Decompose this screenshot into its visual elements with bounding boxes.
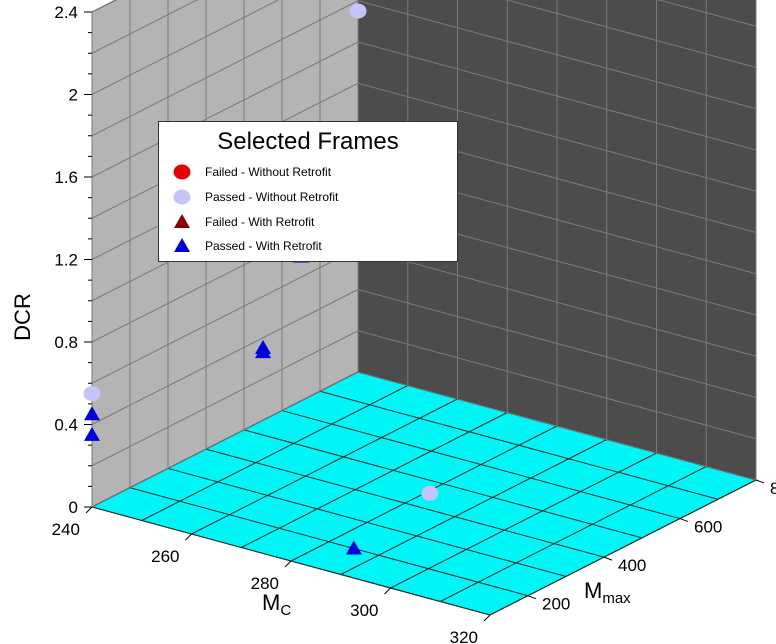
z-tick-label: 0.4: [54, 416, 78, 435]
y-tick: [527, 595, 537, 600]
x-tick: [185, 533, 192, 541]
y-tick-label: 200: [542, 595, 570, 614]
legend-marker-svg-2: [174, 214, 190, 228]
z-tick-label: 2.4: [54, 3, 78, 22]
left-wall-grid-line-z: [91, 41, 359, 178]
legend-item-1: Passed - Without Retrofit: [169, 187, 338, 207]
back-wall-grid-line-z: [357, 330, 757, 440]
legend-marker-svg-0: [173, 164, 191, 180]
back-wall-grid-line-z: [357, 0, 757, 110]
data-point-s3-p6: [255, 344, 271, 359]
legend-item-0: Failed - Without Retrofit: [169, 162, 331, 182]
floor-grid-line-y: [129, 487, 529, 597]
z-tick-label: 0.8: [54, 333, 78, 352]
left-wall-grid-line-z: [91, 0, 280, 95]
data-point-s1-p1: [349, 3, 367, 19]
y-tick-label: 800: [770, 479, 776, 498]
legend-label-1: Passed - Without Retrofit: [205, 190, 339, 204]
legend-marker-shape-3: [174, 238, 190, 252]
legend-item-3: Passed - With Retrofit: [169, 236, 322, 256]
floor-grid-line-x: [241, 412, 508, 548]
legend-marker-svg-3: [174, 238, 190, 252]
x-tick: [483, 614, 491, 622]
y-tick-label: 600: [694, 518, 722, 537]
legend-label-3: Passed - With Retrofit: [205, 239, 322, 253]
x-tick-label: 240: [52, 520, 80, 539]
x-tick: [284, 560, 292, 568]
floor-grid-line-x: [390, 452, 657, 589]
back-wall-grid-line-z: [357, 41, 757, 151]
back-wall-grid-line-z: [505, 0, 757, 68]
y-tick: [679, 518, 689, 523]
z-tick-label: 0: [69, 498, 78, 517]
left-wall-grid-line-z: [91, 330, 359, 467]
floor-grid-line-x: [489, 479, 757, 616]
x-tick: [85, 506, 93, 514]
back-wall-grid-line-z: [357, 371, 757, 481]
left-wall-grid-line-z: [91, 289, 359, 425]
legend: Selected Frames Failed - Without Retrofi…: [158, 121, 458, 262]
floor-grid-line-x: [340, 439, 607, 575]
z-tick-label: 2: [69, 86, 78, 105]
floor-grid-line-y: [319, 390, 719, 500]
x-tick: [384, 587, 391, 595]
floor-grid-line-y: [281, 410, 681, 520]
floor-grid-line-x: [141, 385, 408, 521]
x-tick-label: 260: [151, 547, 179, 566]
back-wall-grid-line-z: [357, 247, 757, 357]
legend-marker-0: [169, 162, 195, 182]
legend-label-2: Failed - With Retrofit: [205, 215, 315, 229]
legend-marker-2: [169, 212, 195, 232]
y-tick-label: 400: [618, 556, 646, 575]
back-wall-grid-line-z: [657, 0, 757, 27]
back-wall-grid-line-z: [357, 289, 757, 398]
floor-grid-line-x: [191, 398, 458, 535]
x-tick-label: 300: [350, 601, 378, 620]
x-tick-label: 320: [450, 628, 478, 644]
y-axis-title: Mmax: [584, 578, 631, 607]
x-axis-title: MC: [262, 590, 291, 619]
x-tick-label: 280: [251, 574, 279, 593]
legend-marker-shape-0: [173, 164, 191, 180]
data-point-s3-p7: [345, 540, 362, 555]
legend-item-2: Failed - With Retrofit: [169, 212, 314, 232]
floor-grid-line-y: [243, 429, 643, 539]
z-tick-label: 1.6: [54, 168, 78, 187]
floor-grid-line-x: [440, 466, 707, 602]
legend-title: Selected Frames: [217, 128, 399, 155]
legend-marker-1: [169, 187, 195, 207]
data-point-s1-p4: [83, 386, 101, 402]
left-wall-grid-line-z: [91, 247, 359, 384]
legend-marker-shape-2: [174, 214, 190, 228]
floor-grid-line-y: [205, 448, 605, 558]
legend-marker-svg-1: [173, 189, 191, 205]
data-point-s1-p5: [421, 485, 439, 501]
y-tick: [755, 479, 765, 484]
y-tick: [603, 556, 613, 561]
x-axis-title-sub: C: [280, 602, 291, 619]
z-axis-title: DCR: [10, 293, 35, 341]
left-wall-grid-line-z: [91, 371, 359, 508]
left-wall-grid-line-z: [91, 0, 359, 137]
legend-label-0: Failed - Without Retrofit: [205, 165, 332, 179]
data-point-s3-p3: [84, 406, 100, 421]
floor-grid-line-y: [167, 467, 567, 577]
legend-marker-shape-1: [173, 189, 191, 205]
data-point-s3-p4: [84, 426, 100, 441]
legend-marker-3: [169, 236, 195, 256]
z-tick-label: 1.2: [54, 251, 78, 270]
back-wall-grid-line-z: [357, 82, 757, 192]
y-axis-title-sub: max: [602, 590, 631, 607]
left-wall-grid-line-z: [91, 0, 199, 54]
